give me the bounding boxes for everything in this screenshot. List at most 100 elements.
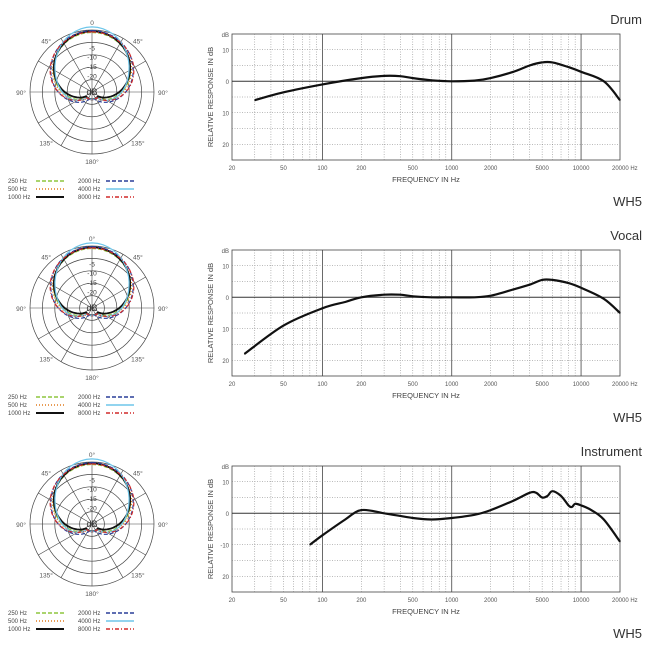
y-tick-label: 0 bbox=[226, 296, 230, 302]
polar-spoke bbox=[91, 492, 146, 525]
x-tick-label: 50 bbox=[280, 382, 287, 388]
polar-curve-500hz bbox=[51, 31, 133, 101]
x-tick-label: 1000 bbox=[445, 598, 459, 604]
polar-ring-label: -15 bbox=[87, 280, 97, 287]
response-point bbox=[574, 503, 576, 505]
legend-label: 250 Hz bbox=[8, 395, 27, 401]
y-tick-label: 20 bbox=[222, 359, 229, 365]
polar-spoke bbox=[60, 470, 93, 525]
response-point bbox=[473, 80, 476, 82]
y-axis-title: RELATIVE RESPONSE IN dB bbox=[206, 479, 215, 579]
y-axis-title: RELATIVE RESPONSE IN dB bbox=[206, 263, 215, 363]
polar-angle-label: 180° bbox=[85, 374, 99, 382]
response-point bbox=[490, 509, 492, 511]
x-tick-label: 20 bbox=[229, 166, 236, 172]
response-point bbox=[603, 298, 605, 300]
legend-label: 250 Hz bbox=[8, 179, 27, 185]
x-tick-label: 20000 Hz bbox=[612, 382, 638, 388]
legend-label: 1000 Hz bbox=[8, 627, 30, 633]
polar-spoke bbox=[91, 523, 124, 578]
polar-angle-label: 90° bbox=[158, 89, 168, 97]
polar-ring-label: -5 bbox=[89, 45, 95, 52]
response-point bbox=[551, 61, 553, 63]
polar-legend: 250 Hz 500 Hz 1000 Hz 2000 Hz 4000 Hz 8000 Hz bbox=[8, 611, 134, 633]
model-label: WH5 bbox=[613, 626, 642, 641]
x-tick-label: 100 bbox=[317, 382, 328, 388]
response-point bbox=[546, 495, 549, 497]
legend-label: 4000 Hz bbox=[78, 619, 100, 625]
polar-angle-label: 0° bbox=[89, 451, 96, 459]
response-point bbox=[360, 77, 362, 79]
x-tick-label: 2000 bbox=[484, 382, 498, 388]
y-tick-label: 20 bbox=[222, 143, 229, 149]
legend-label: 500 Hz bbox=[8, 187, 27, 193]
response-point bbox=[399, 75, 401, 77]
panel-drum: -5 -10 -15 -20 dB 0 45° 45° 90° 90° 135° 135° 180° 25… bbox=[8, 12, 642, 209]
polar-ring-label: -20 bbox=[87, 73, 97, 80]
response-point bbox=[619, 99, 621, 101]
polar-angle-label: 45° bbox=[133, 254, 143, 262]
polar-plot: -5 -10 -15 -20 dB 0° 45° 45° 90° 90° 135° 135° 180° bbox=[16, 235, 168, 382]
response-point bbox=[490, 295, 492, 297]
polar-ring-label: -15 bbox=[87, 64, 97, 71]
legend-label: 500 Hz bbox=[8, 619, 27, 625]
x-tick-label: 5000 bbox=[535, 382, 549, 388]
polar-curve-8000hz bbox=[49, 31, 135, 102]
polar-ring-label: dB bbox=[86, 87, 97, 97]
polar-angle-label: 135° bbox=[131, 355, 145, 363]
response-point bbox=[451, 296, 453, 298]
polar-spoke bbox=[38, 276, 93, 309]
x-tick-label: 20000 Hz bbox=[612, 166, 638, 172]
polar-ring-label: -5 bbox=[89, 477, 95, 484]
polar-spoke bbox=[60, 91, 93, 146]
x-tick-label: 1000 bbox=[445, 382, 459, 388]
response-point bbox=[512, 71, 515, 73]
y-tick-label: 10 bbox=[222, 48, 229, 54]
polar-curve-500hz bbox=[51, 463, 133, 533]
chart-title: Instrument bbox=[581, 444, 643, 459]
polar-ring-label: -10 bbox=[87, 55, 97, 62]
polar-curve-8000hz bbox=[49, 463, 135, 534]
polar-plot: -5 -10 -15 -20 dB 0° 45° 45° 90° 90° 135° 135° 180° bbox=[16, 451, 168, 598]
polar-angle-label: 135° bbox=[39, 355, 53, 363]
polar-legend: 250 Hz 500 Hz 1000 Hz 2000 Hz 4000 Hz 8000 Hz bbox=[8, 395, 134, 417]
x-tick-label: 10000 bbox=[573, 382, 590, 388]
y-tick-label: 0 bbox=[226, 80, 230, 86]
x-axis-title: FREQUENCY IN Hz bbox=[392, 391, 460, 400]
polar-spoke bbox=[60, 307, 93, 362]
polar-angle-label: 90° bbox=[16, 521, 26, 529]
response-point bbox=[451, 80, 453, 82]
polar-spoke bbox=[38, 492, 93, 525]
legend-label: 8000 Hz bbox=[78, 195, 100, 201]
response-curve-line bbox=[243, 278, 621, 355]
polar-spoke bbox=[38, 60, 93, 93]
legend-label: 1000 Hz bbox=[8, 411, 30, 417]
x-tick-label: 20000 Hz bbox=[612, 598, 638, 604]
y-tick-label: 0 bbox=[226, 512, 230, 518]
response-point bbox=[512, 500, 515, 502]
legend-label: 4000 Hz bbox=[78, 403, 100, 409]
y-unit-label: dB bbox=[222, 33, 229, 39]
polar-ring-label: -15 bbox=[87, 496, 97, 503]
polar-angle-label: 90° bbox=[16, 89, 26, 97]
polar-angle-label: 45° bbox=[41, 38, 51, 46]
x-axis-title: FREQUENCY IN Hz bbox=[392, 607, 460, 616]
response-point bbox=[412, 295, 414, 297]
response-point bbox=[360, 509, 362, 511]
response-point bbox=[567, 66, 570, 68]
legend-label: 2000 Hz bbox=[78, 611, 100, 617]
legend-label: 1000 Hz bbox=[8, 195, 30, 201]
y-tick-label: 20 bbox=[222, 575, 229, 581]
response-point bbox=[512, 288, 515, 290]
response-point bbox=[321, 83, 324, 85]
polar-legend: 250 Hz 500 Hz 1000 Hz 2000 Hz 4000 Hz 8000 Hz bbox=[8, 179, 134, 201]
y-tick-label: 10 bbox=[222, 111, 229, 117]
x-tick-label: 50 bbox=[280, 598, 287, 604]
response-point bbox=[541, 279, 543, 281]
model-label: WH5 bbox=[613, 410, 642, 425]
response-point bbox=[567, 504, 570, 506]
y-axis-title: RELATIVE RESPONSE IN dB bbox=[206, 47, 215, 147]
response-point bbox=[473, 514, 476, 516]
x-axis-title: FREQUENCY IN Hz bbox=[392, 175, 460, 184]
